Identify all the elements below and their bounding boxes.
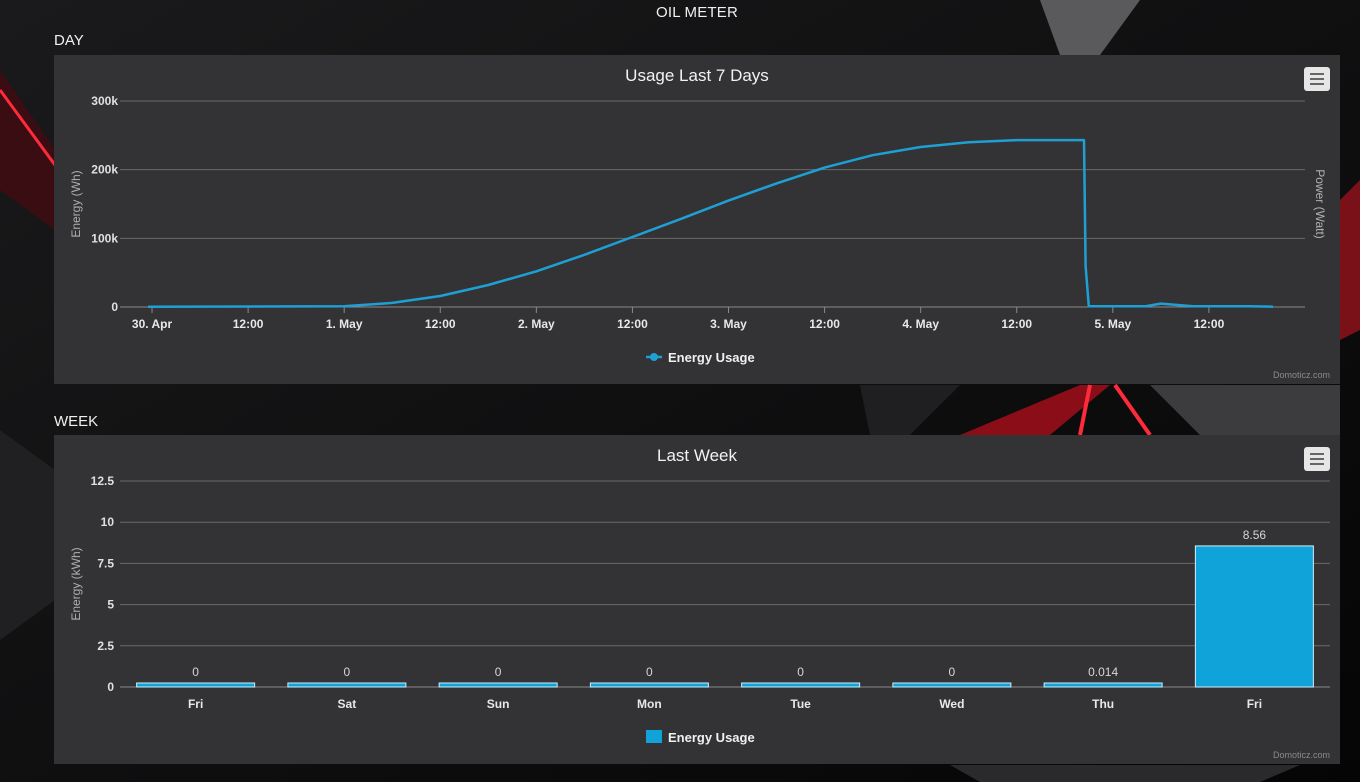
x-tick-label: 3. May (710, 317, 747, 331)
week-chart-menu-button[interactable] (1304, 447, 1330, 471)
y-axis-label-right: Power (Watt) (1313, 169, 1327, 239)
bar-data-label: 0.014 (1088, 665, 1118, 679)
y-tick-label: 100k (91, 231, 118, 245)
x-tick-label: Tue (790, 697, 811, 711)
x-tick-label: 12:00 (1001, 317, 1032, 331)
x-tick-label: Wed (939, 697, 964, 711)
y-axis-label: Energy (kWh) (69, 547, 83, 620)
chart-title: Last Week (657, 446, 738, 465)
bar-data-label: 0 (344, 665, 351, 679)
chart-legend: Energy Usage (646, 730, 755, 745)
bar-data-label: 0 (646, 665, 653, 679)
bar-data-label: 0 (949, 665, 956, 679)
chart-legend: Energy Usage (646, 350, 755, 365)
x-tick-label: 5. May (1094, 317, 1131, 331)
y-tick-label: 7.5 (97, 556, 114, 570)
y-tick-label: 200k (91, 163, 118, 177)
x-tick-label: Fri (1247, 697, 1262, 711)
day-chart-menu-button[interactable] (1304, 67, 1330, 91)
x-tick-label: Thu (1092, 697, 1114, 711)
y-tick-label: 10 (101, 515, 115, 529)
y-tick-label: 12.5 (91, 474, 115, 488)
bar-data-label: 0 (192, 665, 199, 679)
y-tick-label: 0 (111, 300, 118, 314)
legend-label: Energy Usage (668, 350, 755, 365)
bar-data-label: 0 (495, 665, 502, 679)
last-week-chart: Last Week 0 2.5 5 7.5 10 12.5 Energy (kWh) 0 Fri 0… (69, 446, 1330, 745)
x-tick-label: 30. Apr (132, 317, 173, 331)
x-tick-label: Fri (188, 697, 203, 711)
hamburger-menu-icon (1310, 453, 1324, 455)
hamburger-menu-icon (1310, 73, 1324, 75)
bar (1043, 682, 1163, 688)
bar-data-label: 8.56 (1243, 528, 1267, 542)
legend-dot-marker (650, 353, 658, 361)
x-tick-label: 12:00 (809, 317, 840, 331)
usage-last-7-days-chart: Usage Last 7 Days 0 100k 200k 300k 30. Apr 12:… (69, 66, 1327, 365)
y-tick-label: 2.5 (97, 639, 114, 653)
y-tick-label: 0 (107, 680, 114, 694)
x-tick-label: Sun (487, 697, 510, 711)
y-tick-label: 5 (107, 598, 114, 612)
x-tick-label: 4. May (902, 317, 939, 331)
energy-usage-line (147, 138, 1274, 308)
bar (892, 682, 1012, 688)
legend-bar-marker (646, 730, 662, 743)
bar (136, 682, 256, 688)
chart-credit-link[interactable]: Domoticz.com (1272, 750, 1330, 760)
x-tick-label: 12:00 (233, 317, 264, 331)
section-label-day: DAY (54, 32, 84, 49)
section-label-week: WEEK (54, 413, 99, 430)
bar (1194, 545, 1314, 688)
chart-credit-link[interactable]: Domoticz.com (1272, 370, 1330, 380)
page-title: OIL METER (655, 4, 739, 21)
bar (438, 682, 558, 688)
x-tick-label: 12:00 (425, 317, 456, 331)
x-tick-label: 1. May (326, 317, 363, 331)
x-tick-label: 12:00 (1194, 317, 1225, 331)
y-axis-label: Energy (Wh) (69, 170, 83, 237)
x-tick-label: Sat (338, 697, 357, 711)
bar (741, 682, 861, 688)
day-chart-panel: Usage Last 7 Days 0 100k 200k 300k 30. Apr 12:… (54, 55, 1340, 384)
chart-title: Usage Last 7 Days (625, 66, 769, 85)
x-tick-label: 2. May (518, 317, 555, 331)
y-tick-label: 300k (91, 94, 118, 108)
bar (589, 682, 709, 688)
x-tick-label: 12:00 (617, 317, 648, 331)
week-chart-panel: Last Week 0 2.5 5 7.5 10 12.5 Energy (kWh) 0 Fri 0… (54, 435, 1340, 764)
bar-data-label: 0 (797, 665, 804, 679)
bar (287, 682, 407, 688)
legend-label: Energy Usage (668, 730, 755, 745)
x-tick-label: Mon (637, 697, 662, 711)
